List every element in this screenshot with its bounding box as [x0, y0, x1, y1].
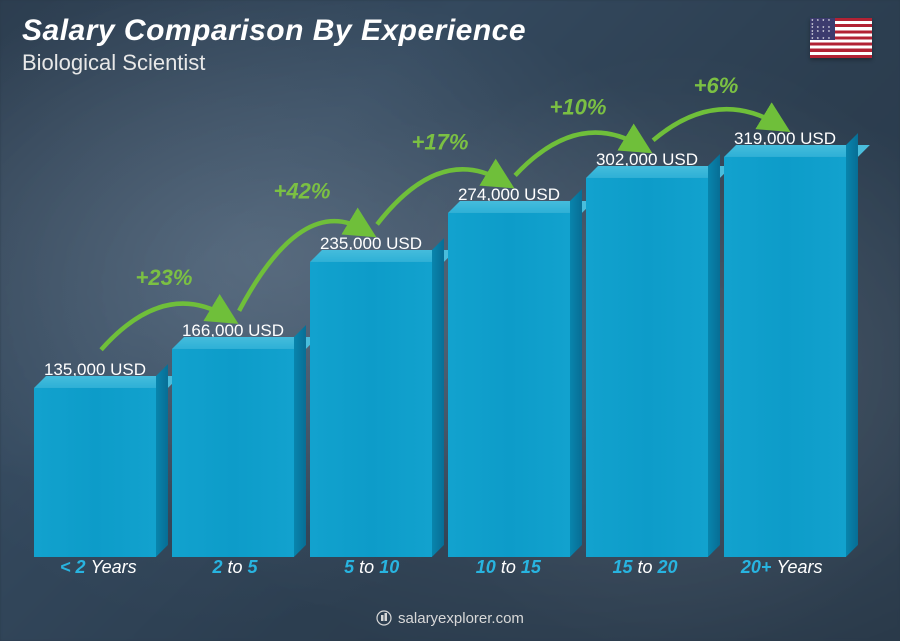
increase-pct: +6% [694, 73, 739, 98]
bar [172, 349, 294, 557]
source-link: salaryexplorer.com [376, 610, 524, 627]
bar-group: 135,000 USD [30, 360, 160, 557]
salary-chart: 135,000 USD166,000 USD235,000 USD274,000… [30, 103, 850, 583]
bar-group: 302,000 USD [582, 150, 712, 557]
page-title: Salary Comparison By Experience [22, 14, 526, 48]
bar-group: 319,000 USD [720, 129, 850, 557]
infographic: Salary Comparison By Experience Biologic… [0, 0, 900, 641]
x-axis-label: 15 to 20 [577, 557, 714, 583]
bar [34, 388, 156, 557]
header: Salary Comparison By Experience Biologic… [22, 14, 526, 76]
bar [448, 213, 570, 557]
bar-group: 166,000 USD [168, 321, 298, 557]
source-text: salaryexplorer.com [398, 610, 524, 627]
bar [310, 262, 432, 557]
bar [724, 157, 846, 557]
bar-group: 235,000 USD [306, 234, 436, 557]
flag-icon: ★ ★ ★ ★ ★ ★ ★ ★ ★★ ★ ★ ★ ★ ★ ★ ★ ★★ ★ ★ … [810, 18, 872, 58]
footer: salaryexplorer.com [0, 610, 900, 632]
x-axis-label: 20+ Years [713, 557, 850, 583]
x-axis-label: < 2 Years [30, 557, 167, 583]
page-subtitle: Biological Scientist [22, 50, 526, 76]
bar-group: 274,000 USD [444, 185, 574, 557]
x-axis-label: 10 to 15 [440, 557, 577, 583]
logo-icon [376, 610, 392, 626]
bar [586, 178, 708, 557]
x-axis-label: 5 to 10 [303, 557, 440, 583]
x-axis-label: 2 to 5 [167, 557, 304, 583]
